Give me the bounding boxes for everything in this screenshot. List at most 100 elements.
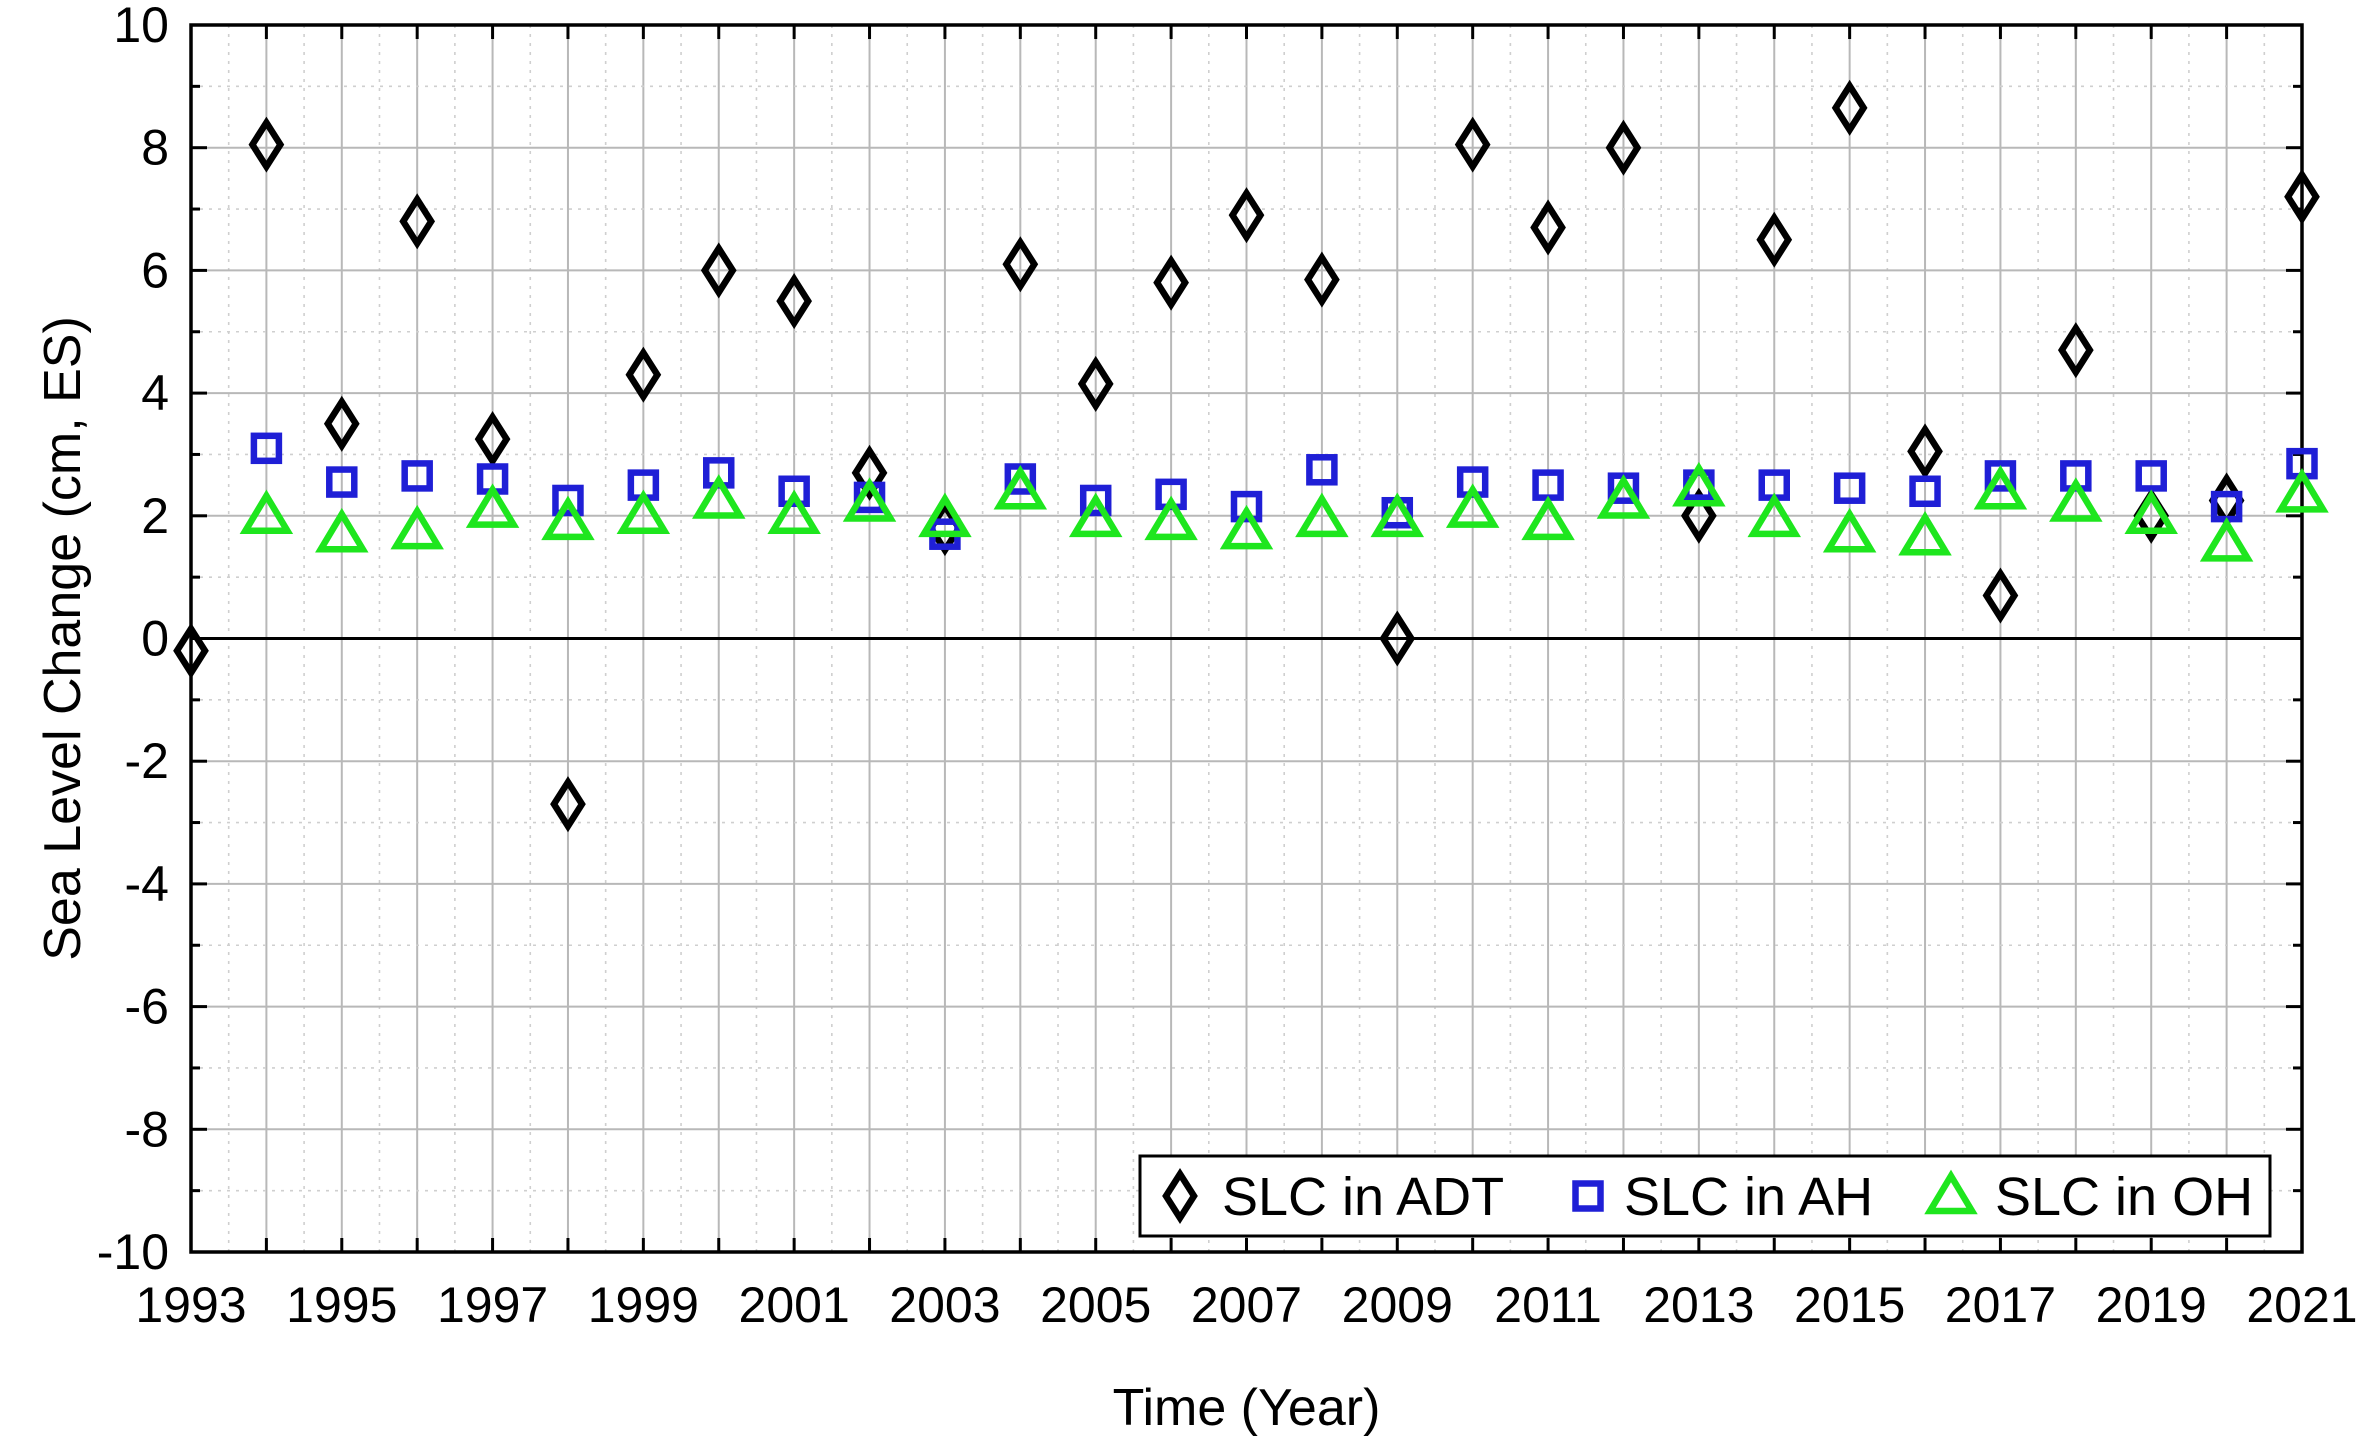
adt-point — [2284, 168, 2320, 225]
oh-point — [1596, 474, 1651, 519]
ah-point — [401, 460, 433, 492]
adt-point — [550, 776, 586, 833]
oh-point — [541, 495, 595, 541]
y-axis-label: Sea Level Change (cm, ES) — [34, 316, 92, 961]
oh-point — [390, 504, 444, 550]
oh-point — [1898, 510, 1952, 556]
oh-point — [2199, 517, 2254, 562]
oh-point — [1672, 461, 1726, 507]
adt-point — [1831, 79, 1868, 136]
y-tick-label: -2 — [125, 733, 169, 789]
oh-point — [1068, 492, 1123, 538]
adt-point — [851, 444, 888, 501]
legend-adt-marker — [1162, 1167, 1198, 1225]
plot-frame — [189, 23, 2304, 1254]
y-tick-label: 0 — [141, 611, 169, 667]
adt-point — [1605, 119, 1642, 176]
x-tick-label: 2001 — [739, 1277, 850, 1333]
x-axis-label: Time (Year) — [1113, 1379, 1381, 1437]
x-tick-label: 1995 — [286, 1277, 397, 1333]
oh-point — [767, 489, 821, 535]
legend-box — [1138, 1154, 2272, 1238]
series-square — [250, 432, 2318, 550]
oh-point — [315, 507, 369, 553]
x-tick-label: 2015 — [1794, 1277, 1905, 1333]
x-tick-label: 2019 — [2096, 1277, 2207, 1333]
legend-oh-marker — [1924, 1169, 1978, 1215]
axis-ticks — [189, 23, 2304, 1254]
oh-point — [918, 492, 972, 538]
ah-point — [1230, 490, 1263, 523]
x-tick-label: 2013 — [1643, 1277, 1754, 1333]
legend-oh-label: SLC in OH — [1995, 1167, 2253, 1227]
legend-adt-label: SLC in ADT — [1222, 1167, 1504, 1227]
x-tick-label: 1999 — [588, 1277, 699, 1333]
adt-point — [323, 395, 360, 452]
adt-point — [1153, 254, 1189, 311]
legend-ah-marker — [1572, 1180, 1604, 1212]
adt-point — [1077, 355, 1114, 412]
oh-point — [993, 464, 1048, 510]
ah-point — [1833, 472, 1866, 504]
adt-point — [776, 273, 812, 330]
oh-point — [239, 489, 294, 535]
oh-point — [1973, 464, 2028, 510]
y-tick-label: 4 — [141, 365, 169, 421]
tick-labels: 1993 1995 1997 1999 2001 2003 2005 2007 2009 2011… — [97, 0, 2358, 1333]
oh-point — [1445, 483, 1500, 528]
oh-point — [465, 483, 520, 528]
adt-point — [474, 411, 511, 468]
adt-point — [1982, 567, 2019, 624]
adt-point — [1907, 423, 1943, 480]
adt-point — [1304, 251, 1340, 308]
y-tick-label: 10 — [113, 0, 169, 53]
adt-point — [1530, 199, 1566, 256]
series-diamond — [173, 79, 2320, 833]
adt-point — [1379, 610, 1416, 667]
series-triangle — [239, 461, 2329, 562]
y-tick-label: -6 — [125, 979, 169, 1035]
x-tick-label: 2017 — [1945, 1277, 2056, 1333]
x-tick-label: 2011 — [1494, 1277, 1602, 1333]
ah-point — [1909, 475, 1941, 508]
x-tick-label: 1993 — [135, 1277, 246, 1333]
adt-point — [2057, 322, 2094, 379]
adt-point — [1681, 487, 1717, 544]
legend-ah-label: SLC in AH — [1624, 1167, 1873, 1227]
x-tick-label: 2003 — [889, 1277, 1000, 1333]
oh-point — [1219, 504, 1274, 550]
ah-point — [250, 432, 283, 465]
adt-point — [399, 193, 436, 250]
oh-point — [1822, 507, 1877, 553]
adt-point — [1756, 211, 1793, 268]
ah-point — [1984, 460, 2017, 492]
oh-point — [2049, 477, 2103, 522]
oh-point — [2275, 468, 2329, 513]
adt-point — [700, 242, 737, 299]
oh-point — [2124, 489, 2178, 535]
y-tick-label: 8 — [141, 120, 169, 176]
adt-point — [1454, 116, 1491, 173]
ah-point — [778, 475, 810, 508]
oh-point — [692, 474, 746, 519]
oh-point — [1370, 492, 1425, 538]
ah-point — [1079, 484, 1112, 517]
y-tick-label: 2 — [141, 488, 169, 544]
ah-point — [1306, 454, 1338, 486]
ah-point — [2135, 460, 2167, 492]
x-tick-label: 2005 — [1040, 1277, 1151, 1333]
y-tick-label: -4 — [125, 856, 169, 912]
adt-point — [1002, 236, 1039, 293]
ah-point — [552, 484, 584, 517]
oh-point — [616, 489, 671, 535]
ah-point — [326, 466, 358, 498]
adt-point — [248, 116, 285, 173]
x-tick-label: 2007 — [1191, 1277, 1302, 1333]
adt-point — [1228, 187, 1265, 244]
legend: SLC in ADT SLC in AH SLC in OH — [1138, 1154, 2272, 1238]
data-marks — [173, 79, 2329, 833]
adt-point — [625, 346, 662, 403]
x-tick-label: 2009 — [1342, 1277, 1453, 1333]
y-tick-label: 6 — [141, 242, 169, 298]
adt-point — [173, 622, 209, 679]
